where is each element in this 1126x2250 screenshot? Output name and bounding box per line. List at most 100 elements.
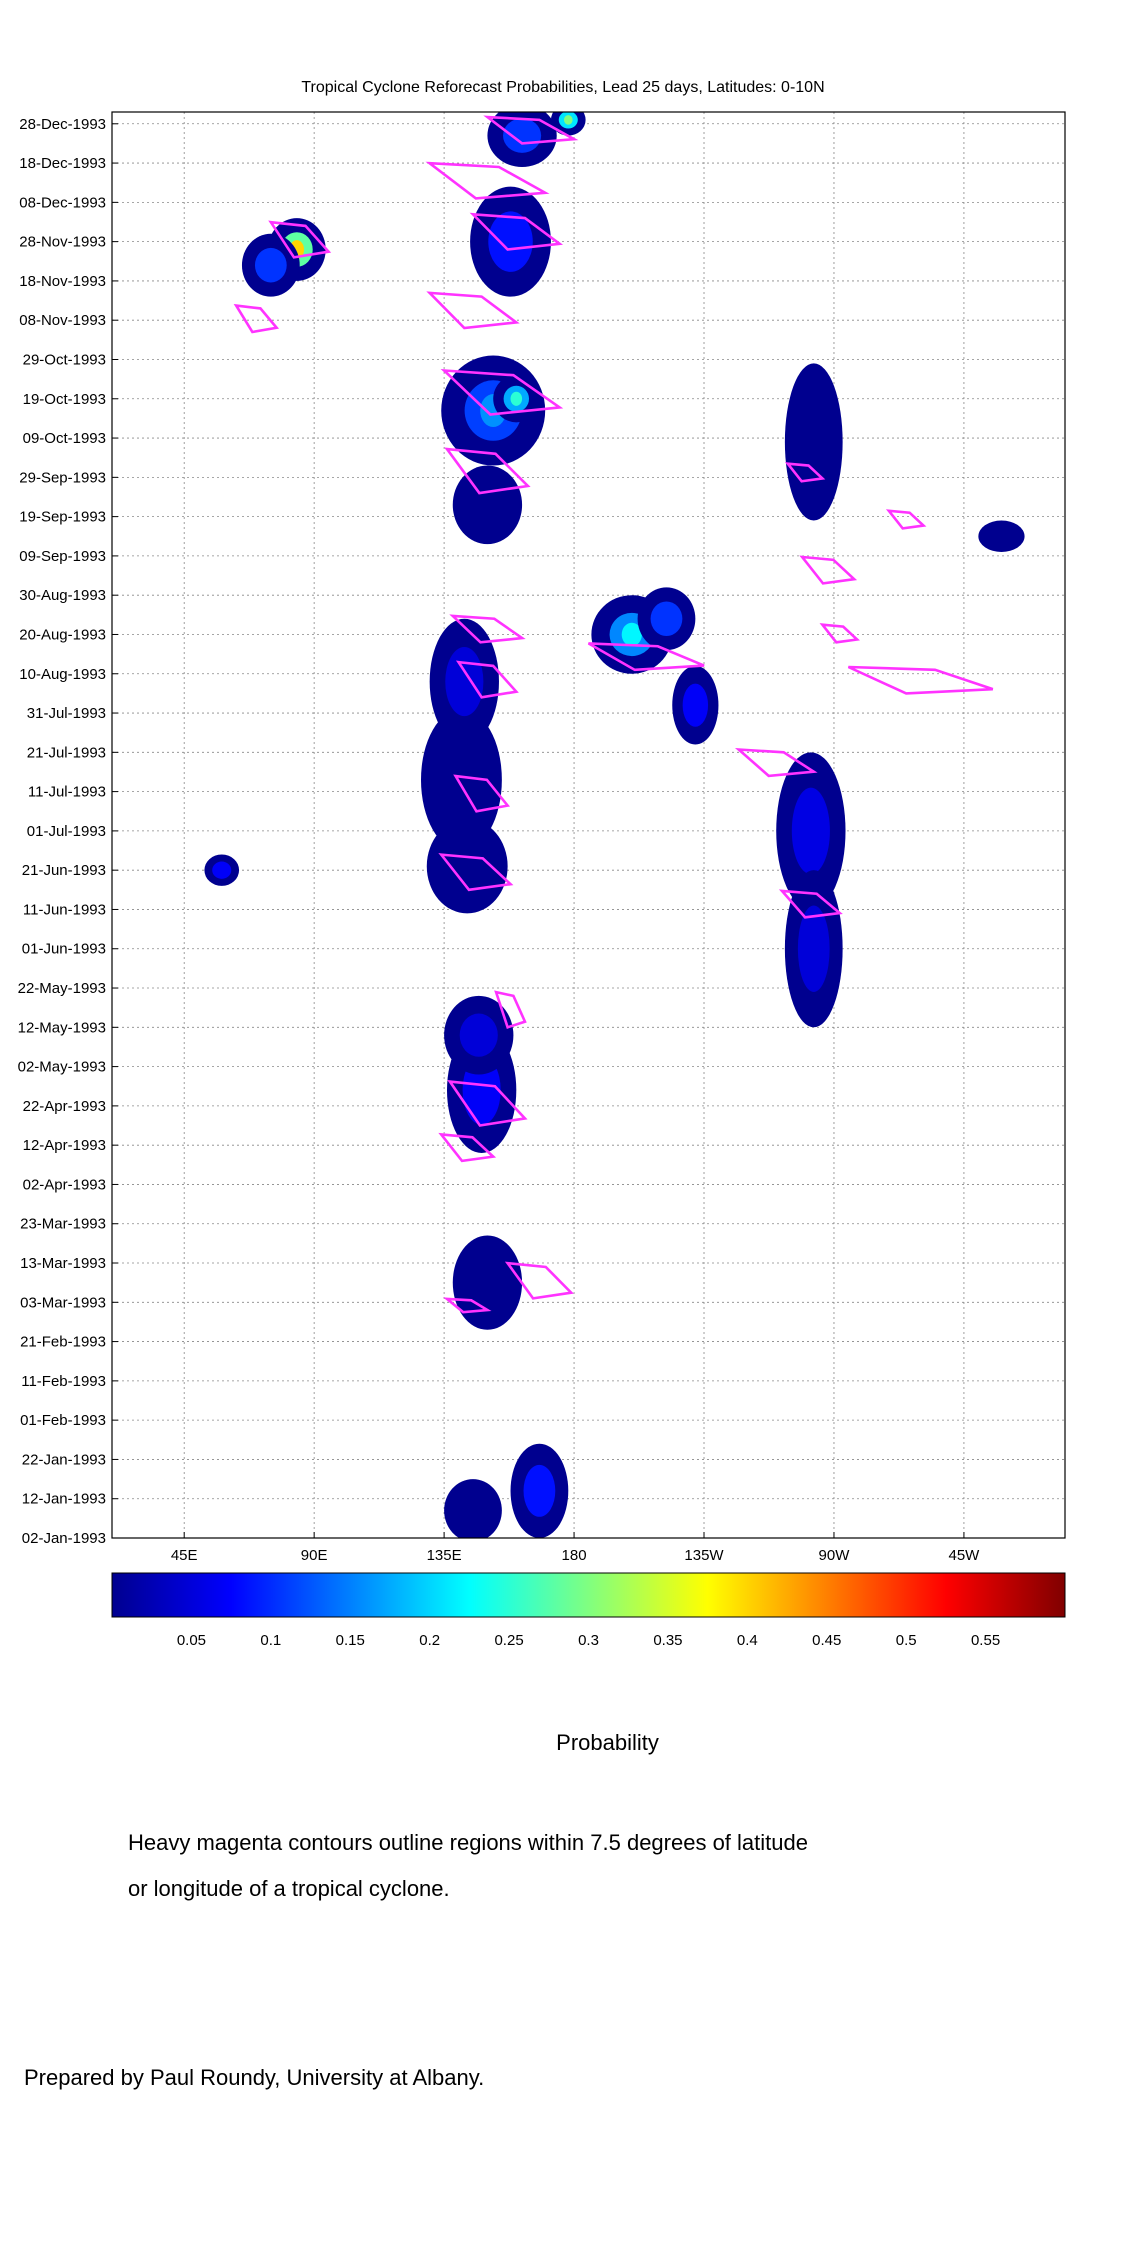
cyclone-contour: [778, 889, 843, 919]
y-tick-label: 13-Mar-1993: [20, 1255, 106, 1272]
probability-blob: [978, 520, 1025, 552]
cyclone-contour: [885, 509, 927, 530]
y-tick-label: 11-Jul-1993: [28, 784, 106, 801]
y-tick-label: 02-Apr-1993: [23, 1176, 106, 1193]
probability-blob-core: [797, 905, 830, 992]
probability-blob-core: [523, 1464, 556, 1517]
cyclone-contour: [483, 115, 579, 145]
y-tick-label: 03-Mar-1993: [20, 1294, 106, 1311]
x-tick-label: 180: [562, 1547, 587, 1564]
cyclone-contour: [799, 555, 858, 585]
colorbar-tick-label: 0.45: [812, 1632, 841, 1649]
cyclone-contour: [587, 642, 705, 672]
y-tick-label: 28-Nov-1993: [19, 234, 106, 251]
probability-blob-core: [212, 861, 232, 879]
y-tick-label: 09-Oct-1993: [23, 430, 106, 447]
y-tick-label: 21-Feb-1993: [20, 1334, 106, 1351]
y-tick-label: 22-May-1993: [18, 980, 106, 997]
y-tick-label: 22-Apr-1993: [23, 1098, 106, 1115]
y-axis: 28-Dec-1993 18-Dec-1993 08-Dec-1993 28-Nov-…: [18, 116, 118, 1547]
cyclone-contour: [438, 853, 514, 892]
cyclone-contour: [444, 447, 531, 495]
grid-lines: [112, 112, 1065, 1539]
note-line: or longitude of a tropical cyclone.: [128, 1876, 450, 1901]
cyclone-contour: [819, 623, 860, 644]
probability-blob: [452, 1235, 523, 1330]
x-tick-label: 90W: [819, 1547, 851, 1564]
y-tick-label: 10-Aug-1993: [19, 666, 106, 683]
x-axis: 45E 90E 135E 180 135W 90W 45W: [171, 1532, 980, 1564]
cyclone-contour: [453, 774, 511, 813]
y-tick-label: 21-Jun-1993: [22, 862, 106, 879]
cyclone-contour: [268, 220, 332, 259]
y-tick-label: 12-Apr-1993: [23, 1137, 106, 1154]
y-tick-label: 01-Jul-1993: [27, 823, 106, 840]
colorbar-tick-label: 0.5: [896, 1632, 917, 1649]
y-tick-label: 08-Dec-1993: [19, 194, 106, 211]
colorbar-label: Probability: [556, 1730, 659, 1755]
probability-blob: [452, 465, 523, 545]
probability-blob-core: [682, 683, 709, 727]
colorbar-tick-label: 0.35: [653, 1632, 682, 1649]
y-tick-label: 11-Feb-1993: [21, 1373, 106, 1390]
cyclone-contour: [504, 1261, 574, 1300]
cyclone-contour: [469, 212, 564, 251]
colorbar-tick-label: 0.1: [260, 1632, 281, 1649]
y-tick-label: 02-Jan-1993: [22, 1530, 106, 1547]
y-tick-label: 23-Mar-1993: [20, 1216, 106, 1233]
probability-blob-core: [445, 647, 484, 717]
colorbar-tick-label: 0.15: [336, 1632, 365, 1649]
cyclone-contour: [443, 1297, 492, 1314]
y-tick-label: 12-Jan-1993: [22, 1491, 106, 1508]
probability-blob-peak: [621, 622, 642, 647]
x-tick-label: 135E: [427, 1547, 462, 1564]
y-tick-label: 01-Feb-1993: [20, 1412, 106, 1429]
colorbar-tick-label: 0.55: [971, 1632, 1000, 1649]
probability-blob-core: [650, 601, 683, 637]
cyclone-contour: [426, 291, 520, 330]
probability-blob-peak: [510, 391, 523, 406]
note-line: Heavy magenta contours outline regions w…: [128, 1830, 808, 1855]
probability-blob-core: [254, 247, 287, 283]
colorbar-tick-label: 0.2: [419, 1632, 440, 1649]
cyclone-contour: [784, 462, 826, 483]
cyclone-contour: [734, 747, 818, 778]
cyclone-contours: [233, 115, 994, 1314]
y-tick-label: 22-Jan-1993: [22, 1451, 106, 1468]
probability-field: [204, 112, 1025, 1538]
y-tick-label: 31-Jul-1993: [27, 705, 106, 722]
y-tick-label: 28-Dec-1993: [19, 116, 106, 133]
x-tick-label: 135W: [684, 1547, 724, 1564]
cyclone-contour: [455, 660, 519, 699]
x-tick-label: 45W: [949, 1547, 981, 1564]
cyclone-contour: [438, 1132, 497, 1163]
probability-blob-core: [503, 118, 542, 153]
x-tick-label: 90E: [301, 1547, 328, 1564]
cyclone-contour: [425, 161, 550, 200]
probability-blob-core: [791, 787, 830, 875]
y-tick-label: 29-Oct-1993: [23, 351, 106, 368]
cyclone-contour: [440, 368, 564, 416]
probability-blob: [421, 709, 502, 851]
contour-note: Heavy magenta contours outline regions w…: [128, 1820, 808, 1912]
cyclone-contour: [449, 614, 526, 644]
probability-blob-core: [488, 211, 533, 272]
cyclone-contour: [494, 990, 527, 1029]
y-tick-label: 20-Aug-1993: [19, 626, 106, 643]
probability-blob: [784, 363, 843, 521]
plot-frame: [111, 111, 1066, 1539]
colorbar-tick-label: 0.05: [177, 1632, 206, 1649]
chart-title: Tropical Cyclone Reforecast Probabilitie…: [301, 79, 825, 96]
probability-blob-peak: [563, 115, 573, 125]
cyclone-contour: [847, 665, 994, 695]
colorbar-tick-label: 0.25: [494, 1632, 523, 1649]
y-tick-label: 09-Sep-1993: [19, 548, 106, 565]
y-tick-label: 18-Dec-1993: [19, 155, 106, 172]
probability-blob-core: [459, 1013, 498, 1057]
credit-line: Prepared by Paul Roundy, University at A…: [24, 2065, 485, 2090]
probability-blob: [444, 1479, 502, 1538]
y-tick-label: 19-Oct-1993: [23, 391, 106, 408]
y-tick-label: 29-Sep-1993: [19, 469, 106, 486]
y-tick-label: 19-Sep-1993: [19, 509, 106, 526]
